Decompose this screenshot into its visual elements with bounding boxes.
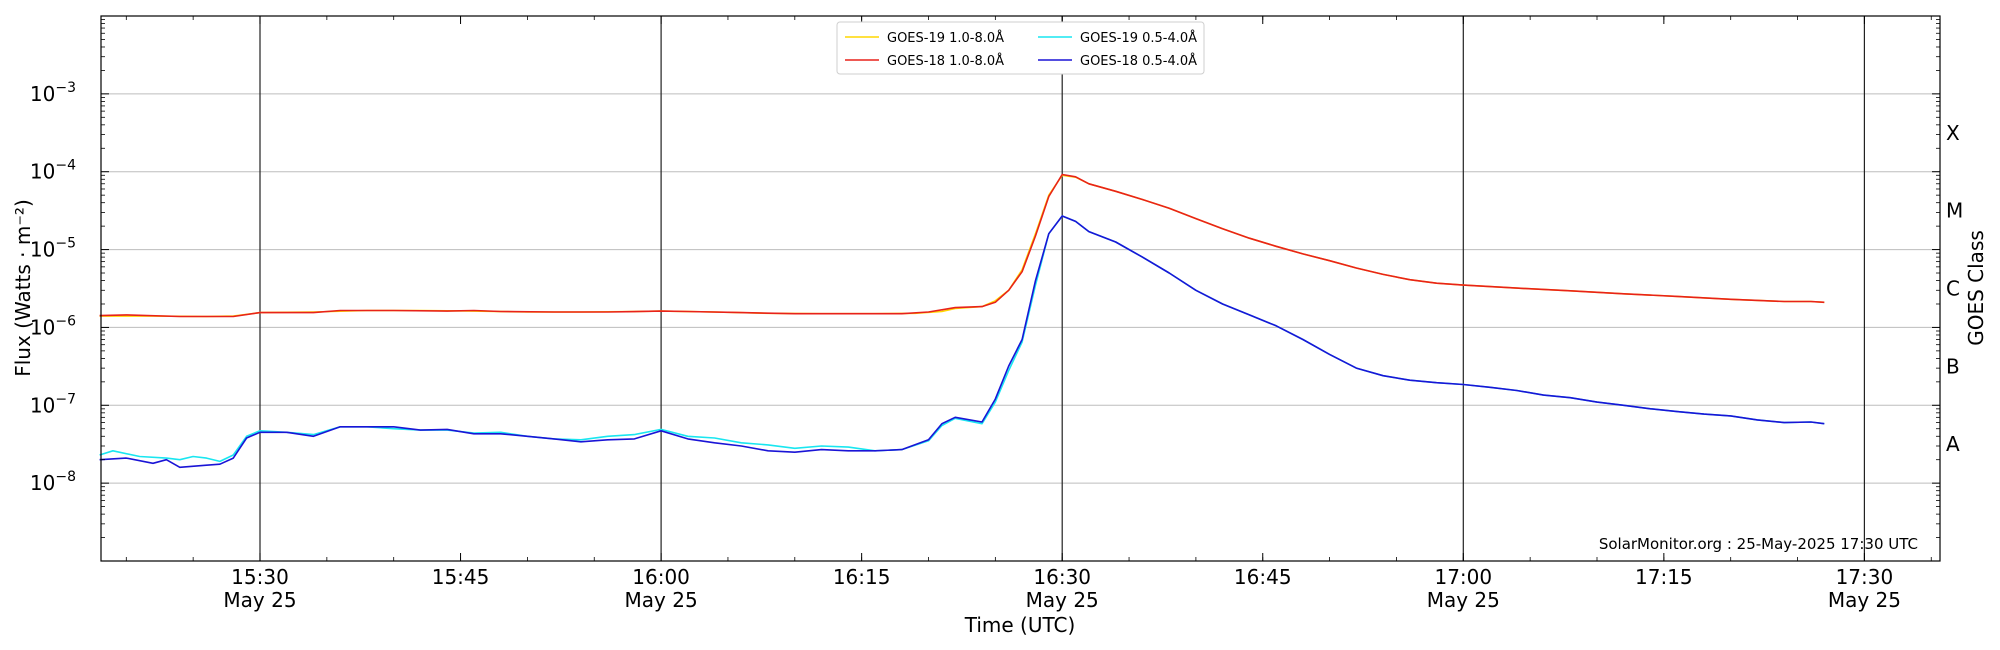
- legend-label: GOES-18 1.0-8.0Å: [887, 53, 1004, 69]
- x-tick-label: 17:00: [1434, 565, 1492, 589]
- x-tick-date-label: May 25: [1427, 588, 1500, 612]
- x-tick-label: 15:45: [432, 565, 490, 589]
- series-line-2: [99, 215, 1825, 463]
- x-tick-date-label: May 25: [1026, 588, 1099, 612]
- x-tick-label: 17:30: [1836, 565, 1894, 589]
- y-tick-label: 10−6: [30, 313, 76, 339]
- goes-class-label-x: X: [1946, 121, 1960, 145]
- right-axis-title: GOES Class: [1964, 230, 1988, 346]
- legend-box: [836, 21, 1205, 75]
- y-tick-label: 10−5: [30, 236, 76, 262]
- x-tick-date-label: May 25: [1828, 588, 1901, 612]
- x-tick-label: 16:45: [1234, 565, 1292, 589]
- y-tick-label: 10−4: [30, 158, 76, 184]
- x-tick-date-label: May 25: [625, 588, 698, 612]
- legend-label: GOES-18 0.5-4.0Å: [1080, 53, 1197, 69]
- credit-annotation: SolarMonitor.org : 25-May-2025 17:30 UTC: [1599, 535, 1918, 553]
- legend-label: GOES-19 1.0-8.0Å: [887, 30, 1004, 46]
- series-layer: [99, 173, 1825, 469]
- x-tick-date-label: May 25: [223, 588, 296, 612]
- x-tick-label: 16:15: [833, 565, 891, 589]
- y-tick-label: 10−7: [30, 391, 76, 417]
- goes-class-label-c: C: [1946, 277, 1960, 301]
- x-tick-label: 16:00: [632, 565, 690, 589]
- x-axis-title: Time (UTC): [964, 613, 1076, 637]
- goes-class-label-m: M: [1946, 199, 1963, 223]
- y-tick-label: 10−3: [30, 80, 76, 106]
- x-tick-label: 16:30: [1033, 565, 1091, 589]
- series-line-0: [99, 174, 1825, 318]
- legend-label: GOES-19 0.5-4.0Å: [1080, 30, 1197, 46]
- goes-class-label-a: A: [1946, 432, 1960, 456]
- plot-frame: [100, 15, 1941, 562]
- y-axis-title: Flux (Watts · m⁻²): [11, 199, 35, 377]
- x-tick-label: 15:30: [231, 565, 289, 589]
- goes-class-label-b: B: [1946, 354, 1960, 378]
- series-line-1: [99, 173, 1825, 318]
- x-tick-label: 17:15: [1635, 565, 1693, 589]
- legend: GOES-19 1.0-8.0Å GOES-18 1.0-8.0Å GOES-19 …: [836, 21, 1205, 75]
- grid-layer: [101, 16, 1940, 561]
- series-line-3: [99, 215, 1825, 469]
- y-tick-label: 10−8: [30, 469, 76, 495]
